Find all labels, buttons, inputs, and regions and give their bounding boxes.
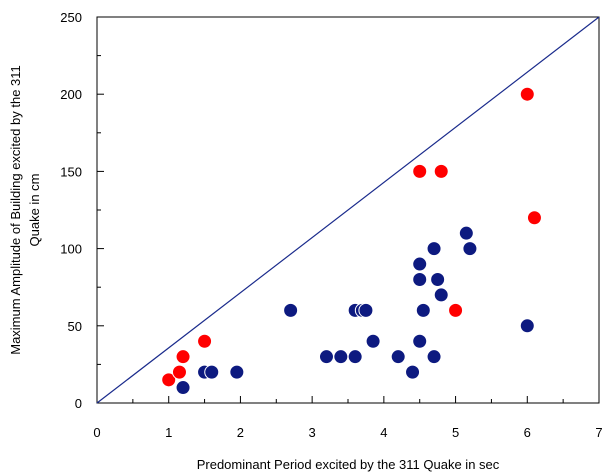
x-tick-label: 1	[165, 425, 172, 440]
y-tick-label: 50	[68, 319, 82, 334]
data-point-navy	[412, 271, 428, 287]
data-point-red	[519, 86, 535, 102]
x-tick-label: 2	[237, 425, 244, 440]
x-tick-label: 6	[524, 425, 531, 440]
x-tick-label: 3	[309, 425, 316, 440]
data-point-navy	[390, 349, 406, 365]
data-point-navy	[405, 364, 421, 380]
y-tick-label: 150	[60, 164, 82, 179]
reference-line	[96, 16, 600, 404]
data-point-red	[175, 349, 191, 365]
y-tick-label: 100	[60, 242, 82, 257]
y-axis-label: Maximum Amplitude of Building excited by…	[8, 65, 42, 355]
data-point-navy	[433, 287, 449, 303]
data-point-navy	[175, 380, 191, 396]
data-point-red	[171, 364, 187, 380]
x-tick-label: 0	[93, 425, 100, 440]
y-axis-label-line-1: Maximum Amplitude of Building excited by…	[8, 65, 23, 355]
x-axis-label: Predominant Period excited by the 311 Qu…	[197, 457, 500, 472]
y-tick-label: 0	[75, 396, 82, 411]
x-tick-label: 4	[380, 425, 387, 440]
data-point-navy	[347, 349, 363, 365]
data-point-navy	[358, 302, 374, 318]
data-point-navy	[283, 302, 299, 318]
data-point-navy	[426, 349, 442, 365]
data-point-navy	[318, 349, 334, 365]
x-tick-label: 7	[595, 425, 602, 440]
data-point-navy	[519, 318, 535, 334]
data-point-red	[433, 163, 449, 179]
x-tick-label: 5	[452, 425, 459, 440]
data-point-red	[412, 163, 428, 179]
y-tick-label: 250	[60, 10, 82, 25]
data-point-navy	[412, 333, 428, 349]
data-point-navy	[430, 271, 446, 287]
data-point-navy	[229, 364, 245, 380]
data-point-navy	[412, 256, 428, 272]
y-axis-label-line-2: Quake in cm	[27, 174, 42, 247]
x-axis-ticks: 0 1 2 3 4 5 6 7	[93, 396, 603, 440]
data-point-navy	[415, 302, 431, 318]
data-points	[161, 86, 542, 396]
data-point-red	[526, 210, 542, 226]
data-point-navy	[462, 241, 478, 257]
data-point-navy	[458, 225, 474, 241]
y-axis-ticks: 0 50 100 150 200 250	[60, 10, 104, 411]
data-point-navy	[204, 364, 220, 380]
data-point-red	[161, 372, 177, 388]
data-point-navy	[333, 349, 349, 365]
data-point-navy	[426, 241, 442, 257]
data-point-red	[197, 333, 213, 349]
data-point-red	[448, 302, 464, 318]
data-point-navy	[365, 333, 381, 349]
y-tick-label: 200	[60, 87, 82, 102]
